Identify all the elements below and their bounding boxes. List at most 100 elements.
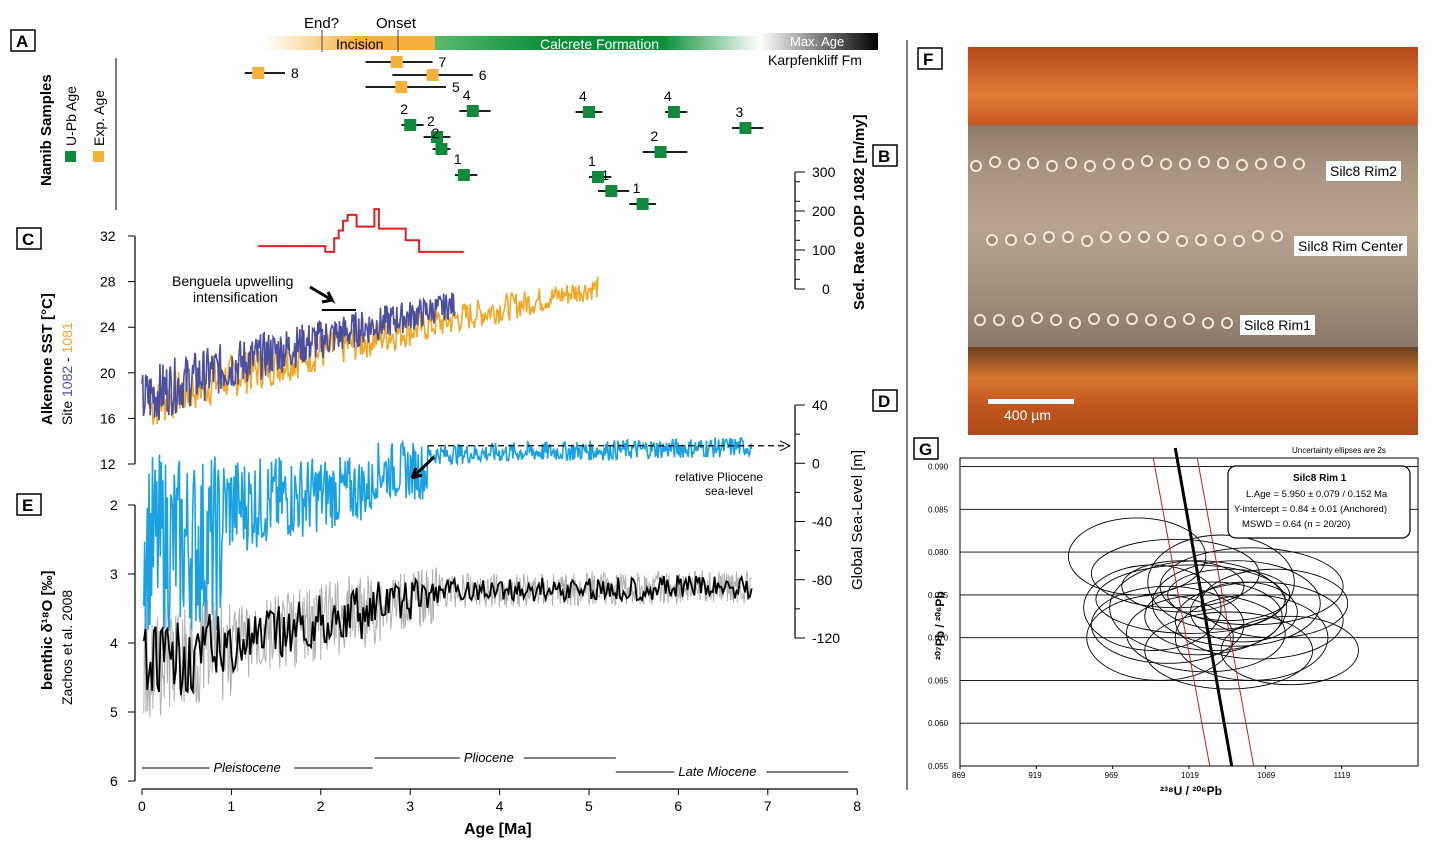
d18o-tick-label: 2 xyxy=(110,497,118,513)
sedrate-tick-label: 0 xyxy=(822,281,830,297)
laser-spot xyxy=(1122,157,1134,170)
panel-label-a: A xyxy=(10,29,36,52)
benguela-annotation: Benguela upwelling xyxy=(172,273,293,289)
isochron-xlabel: ²³⁸U / ²⁰⁶Pb xyxy=(1160,784,1222,798)
d18o-panel: 2 3 4 5 6 xyxy=(110,497,753,789)
maxage-label: Max. Age xyxy=(790,34,844,49)
pliocene-level-arrow xyxy=(779,440,792,452)
laser-spot xyxy=(1179,157,1191,170)
laser-spot xyxy=(1160,158,1172,171)
onset-label: Onset xyxy=(376,15,417,32)
exp-sample-label: 6 xyxy=(479,67,487,83)
exp-sample-marker xyxy=(252,67,265,79)
sedrate-tick-label: 100 xyxy=(812,242,836,258)
end-label: End? xyxy=(304,15,339,32)
laser-spot xyxy=(1008,157,1020,170)
age-tick-label: 0 xyxy=(138,798,146,814)
sst-tick-label: 32 xyxy=(100,228,116,244)
sst-series-1081 xyxy=(150,276,599,425)
isochron-ytick-label: 0.075 xyxy=(928,591,949,600)
upb-sample-marker xyxy=(404,119,417,131)
laser-spot xyxy=(1221,316,1233,329)
isochron-ellipse xyxy=(1200,568,1349,639)
upb-sample-marker xyxy=(435,143,448,155)
laser-spot xyxy=(1198,155,1210,168)
isochron-ytick-label: 0.085 xyxy=(928,505,949,514)
isochron-ellipse xyxy=(1220,615,1359,686)
laser-spot xyxy=(1100,230,1112,243)
laser-spot xyxy=(1145,314,1157,327)
sealevel-tick-label: -40 xyxy=(812,514,832,530)
sealevel-tick-label: -80 xyxy=(812,572,832,588)
sst-series-1082 xyxy=(141,292,456,421)
isochron-ytick-label: 0.055 xyxy=(928,762,949,771)
sed-rate-panel: 0 100 200 300 xyxy=(258,164,836,297)
laser-spot xyxy=(1138,231,1150,243)
isochron-ellipse xyxy=(1083,564,1222,651)
laser-spot xyxy=(986,234,998,247)
incision-label: Incision xyxy=(336,36,383,52)
isochron-ytick-label: 0.070 xyxy=(928,634,949,643)
svg-text:B: B xyxy=(878,147,890,166)
sedrate-tick-label: 200 xyxy=(812,203,836,219)
upb-sample-label: 3 xyxy=(735,104,743,120)
sealevel-tick-label: 40 xyxy=(812,397,828,413)
upb-sample-marker xyxy=(457,169,470,181)
panel-label-b: B xyxy=(872,144,898,167)
upb-sample-marker xyxy=(591,171,604,183)
calcrete-bar xyxy=(435,36,760,50)
upb-sample-marker xyxy=(654,146,667,158)
isochron-info-line: Y-intercept = 0.84 ± 0.01 (Anchored) xyxy=(1234,504,1387,515)
upb-sample-marker xyxy=(466,105,479,117)
laser-spot xyxy=(1293,158,1305,171)
maxage-bar xyxy=(760,33,878,50)
isochron-info-line: L.Age = 5.950 ± 0.079 / 0.152 Ma xyxy=(1246,489,1388,500)
sst-tick-label: 20 xyxy=(100,365,116,381)
laser-spot xyxy=(1202,316,1214,329)
upb-legend-label: U-Pb Age xyxy=(63,86,79,146)
upb-sample-label: 2 xyxy=(427,113,435,129)
panel-label-d: D xyxy=(872,389,898,412)
isochron-panel: 0.055 0.060 0.065 0.070 0.075 0.080 0.085 0.090… xyxy=(928,446,1419,798)
isochron-ellipse xyxy=(1147,534,1295,630)
exp-sample-label: 7 xyxy=(439,54,447,70)
sea-level-panel: 40 0 -40 -80 -120 xyxy=(143,397,840,646)
calcrete-label: Calcrete Formation xyxy=(540,36,659,52)
sedrate-line xyxy=(258,208,464,253)
incision-bar xyxy=(265,36,435,50)
sealevel-ylabel: Global Sea-Level [m] xyxy=(849,450,866,590)
epoch-label: Pleistocene xyxy=(214,760,281,775)
isochron-ytick-label: 0.090 xyxy=(928,463,949,472)
isochron-ellipse xyxy=(1086,594,1234,681)
exp-legend-label: Exp. Age xyxy=(91,90,107,146)
laser-spot xyxy=(1043,230,1055,243)
age-xlabel: Age [Ma] xyxy=(464,821,532,838)
isochron-ellipse xyxy=(1174,594,1329,681)
upb-sample-label: 4 xyxy=(579,88,587,104)
epoch-label: Late Miocene xyxy=(678,764,756,779)
laser-spot xyxy=(1271,230,1283,243)
upb-sample-label: 1 xyxy=(601,167,609,183)
upb-sample-marker xyxy=(636,198,649,210)
svg-text:G: G xyxy=(919,440,932,459)
isochron-xtick-label: 1119 xyxy=(1334,771,1351,780)
sst-tick-label: 12 xyxy=(100,456,116,472)
rim1-label: Silc8 Rim1 xyxy=(1240,315,1315,335)
exp-sample-marker xyxy=(395,81,408,93)
isochron-regression-line xyxy=(1173,447,1234,767)
laser-spot xyxy=(1252,230,1264,243)
laser-spot xyxy=(1050,313,1062,326)
d18o-sublabel: Zachos et al. 2008 xyxy=(59,590,75,705)
laser-spot xyxy=(1062,231,1074,244)
upb-sample-marker xyxy=(431,131,444,143)
isochron-xtick-label: 1069 xyxy=(1257,771,1275,780)
laser-spot xyxy=(1103,158,1115,171)
laser-spot xyxy=(1126,313,1138,326)
laser-spot xyxy=(974,313,986,326)
isochron-info-title: Silc8 Rim 1 xyxy=(1293,473,1347,484)
svg-text:D: D xyxy=(878,392,890,411)
exp-sample-label: 5 xyxy=(452,79,460,95)
age-tick-label: 5 xyxy=(585,798,593,814)
